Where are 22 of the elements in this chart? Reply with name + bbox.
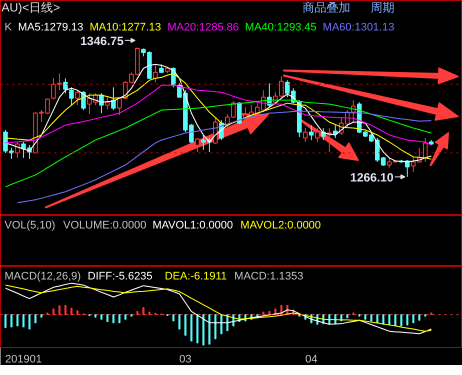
legend-title: K <box>4 22 12 34</box>
annotation: 周期 <box>370 0 394 14</box>
text: MA60:1301.13 <box>322 22 394 34</box>
series-label: DEA:-6.1911 <box>164 270 227 282</box>
text: MACD:1.1353 <box>234 270 304 282</box>
series-label: DIFF:-5.6235 <box>88 270 152 282</box>
annotation: 1266.10 <box>350 170 394 184</box>
annotation: 商品叠加 <box>302 0 350 14</box>
chart-title: MACD(12,26,9) <box>4 270 81 282</box>
text: MAVOL1:0.0000 <box>152 220 233 232</box>
x-tick-label: 03 <box>179 354 192 366</box>
x-tick-label: 201901 <box>5 354 42 366</box>
text: MAVOL2:0.0000 <box>240 220 321 232</box>
x-tick-label: 04 <box>305 354 318 366</box>
text: VOLUME:0.0000 <box>63 220 146 232</box>
text: MA20:1285.86 <box>167 22 239 34</box>
text: MA40:1293.45 <box>245 22 317 34</box>
text: MA10:1277.13 <box>90 22 162 34</box>
annotation: 1346.75 <box>80 34 124 48</box>
text: VOL(5,10) <box>4 220 56 232</box>
text: MA5:1279.13 <box>18 22 84 34</box>
chart-title: AU)<日线> <box>2 0 60 14</box>
